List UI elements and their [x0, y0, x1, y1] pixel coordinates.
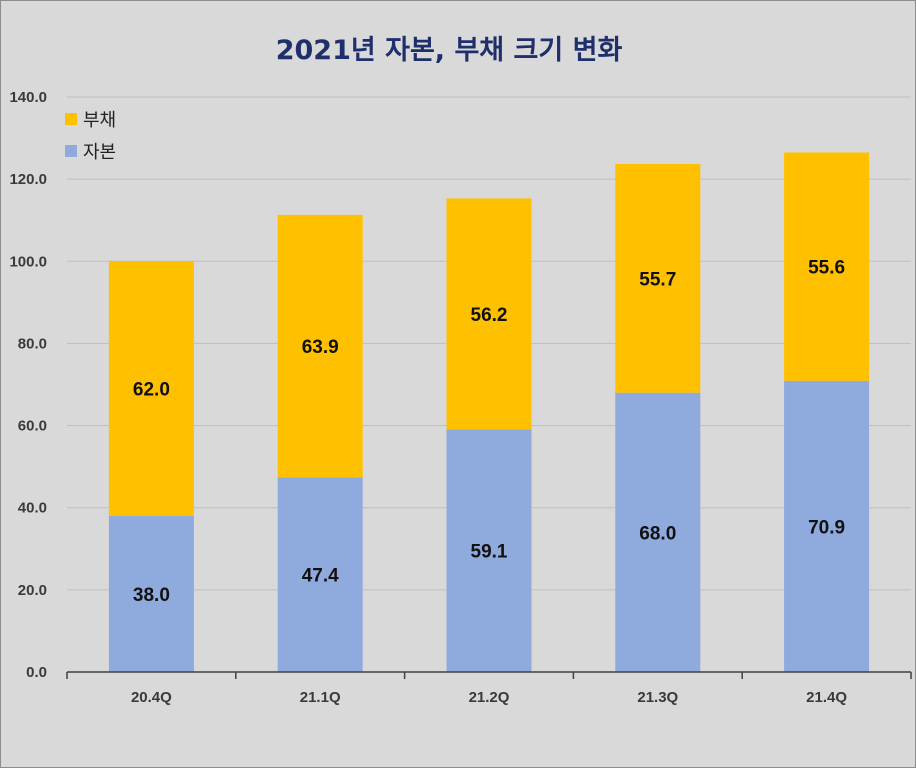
- bar-segment-capital: [784, 380, 870, 672]
- data-label: 63.9: [302, 337, 339, 358]
- data-label: 68.0: [639, 523, 676, 544]
- data-labels: 38.0 62.0 47.4 63.9 59.1 56.2 68.0 55.7 70.9 55.6: [133, 258, 845, 606]
- data-label: 38.0: [133, 585, 170, 606]
- x-category-label: 21.4Q: [806, 689, 847, 706]
- legend-swatch: [65, 145, 77, 157]
- y-tick-label: 0.0: [26, 664, 47, 681]
- x-category-label: 21.3Q: [637, 689, 678, 706]
- y-tick-label: 60.0: [18, 418, 47, 435]
- bars: [108, 152, 870, 672]
- data-label: 55.7: [639, 269, 676, 290]
- chart-title: 2021년 자본, 부채 크기 변화: [276, 35, 623, 66]
- data-label: 55.6: [808, 258, 845, 279]
- data-label: 56.2: [471, 305, 508, 326]
- x-category-label: 21.2Q: [469, 689, 510, 706]
- x-category-label: 21.1Q: [300, 689, 341, 706]
- bar-segment-capital: [277, 477, 363, 672]
- bar-segment-capital: [446, 429, 532, 672]
- axes: 0.0 20.0 40.0 60.0 80.0 100.0 120.0 140.0 20.4Q 2…: [9, 89, 912, 706]
- y-tick-label: 140.0: [9, 89, 47, 106]
- y-tick-label: 100.0: [9, 253, 47, 270]
- bar-segment-debt: [784, 152, 870, 381]
- y-tick-label: 120.0: [9, 171, 47, 188]
- y-tick-label: 80.0: [18, 335, 47, 352]
- data-label: 47.4: [302, 566, 339, 587]
- x-category-label: 20.4Q: [131, 689, 172, 706]
- bar-segment-debt: [446, 198, 532, 430]
- bar-segment-capital: [108, 515, 194, 672]
- bar-segment-debt: [108, 261, 194, 516]
- y-tick-label: 40.0: [18, 500, 47, 517]
- bar-segment-debt: [277, 214, 363, 478]
- y-tick-label: 20.0: [18, 582, 47, 599]
- data-label: 59.1: [471, 542, 508, 563]
- legend-swatch: [65, 113, 77, 125]
- legend-label: 부채: [83, 110, 116, 131]
- data-label: 62.0: [133, 380, 170, 401]
- bar-segment-debt: [615, 163, 701, 393]
- bar-segment-capital: [615, 392, 701, 672]
- legend-label: 자본: [83, 142, 116, 163]
- data-label: 70.9: [808, 517, 845, 538]
